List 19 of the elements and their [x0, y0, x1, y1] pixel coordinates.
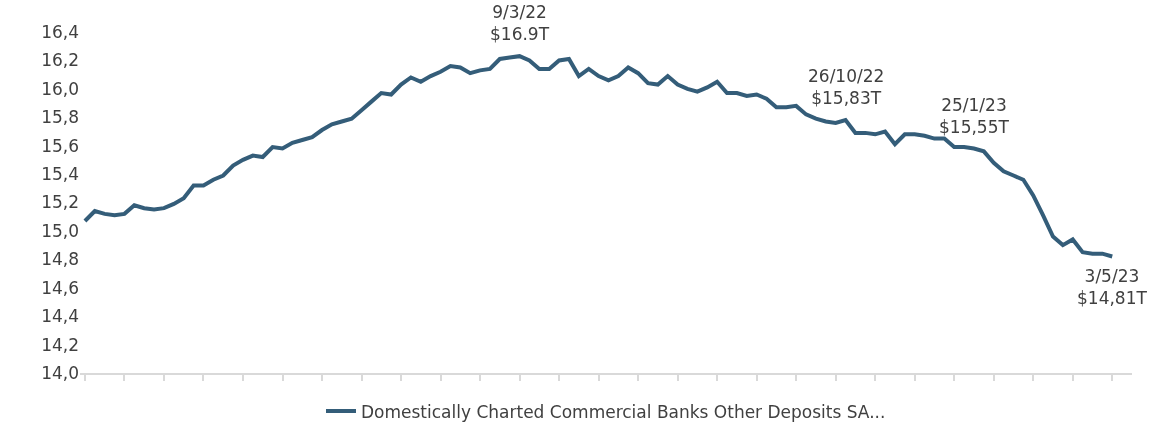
y-tick-label: 15,8 — [41, 107, 79, 128]
y-tick-label: 14,4 — [41, 306, 79, 327]
annotation: 26/10/22 $15,83T — [808, 66, 885, 109]
y-tick-label: 15,2 — [41, 192, 79, 213]
y-tick-label: 14,6 — [41, 277, 79, 298]
y-tick-label: 14,0 — [41, 362, 79, 383]
line-series — [82, 54, 1115, 259]
legend-label: Domestically Charted Commercial Banks Other Deposits SA... — [361, 401, 886, 422]
y-tick-label: 14,8 — [41, 249, 79, 270]
y-tick-label: 15,0 — [41, 220, 79, 241]
annotation: 9/3/22 $16.9T — [490, 2, 550, 45]
y-tick-label: 16,0 — [41, 78, 79, 99]
annotation: 25/1/23 $15,55T — [939, 95, 1010, 138]
y-tick-label: 14,2 — [41, 334, 79, 355]
annotation: 3/5/23 $14,81T — [1077, 266, 1148, 309]
y-tick-label: 16,4 — [41, 21, 79, 42]
y-tick-label: 16,2 — [41, 50, 79, 71]
y-tick-label: 15,6 — [41, 135, 79, 156]
y-tick-label: 15,4 — [41, 164, 79, 185]
